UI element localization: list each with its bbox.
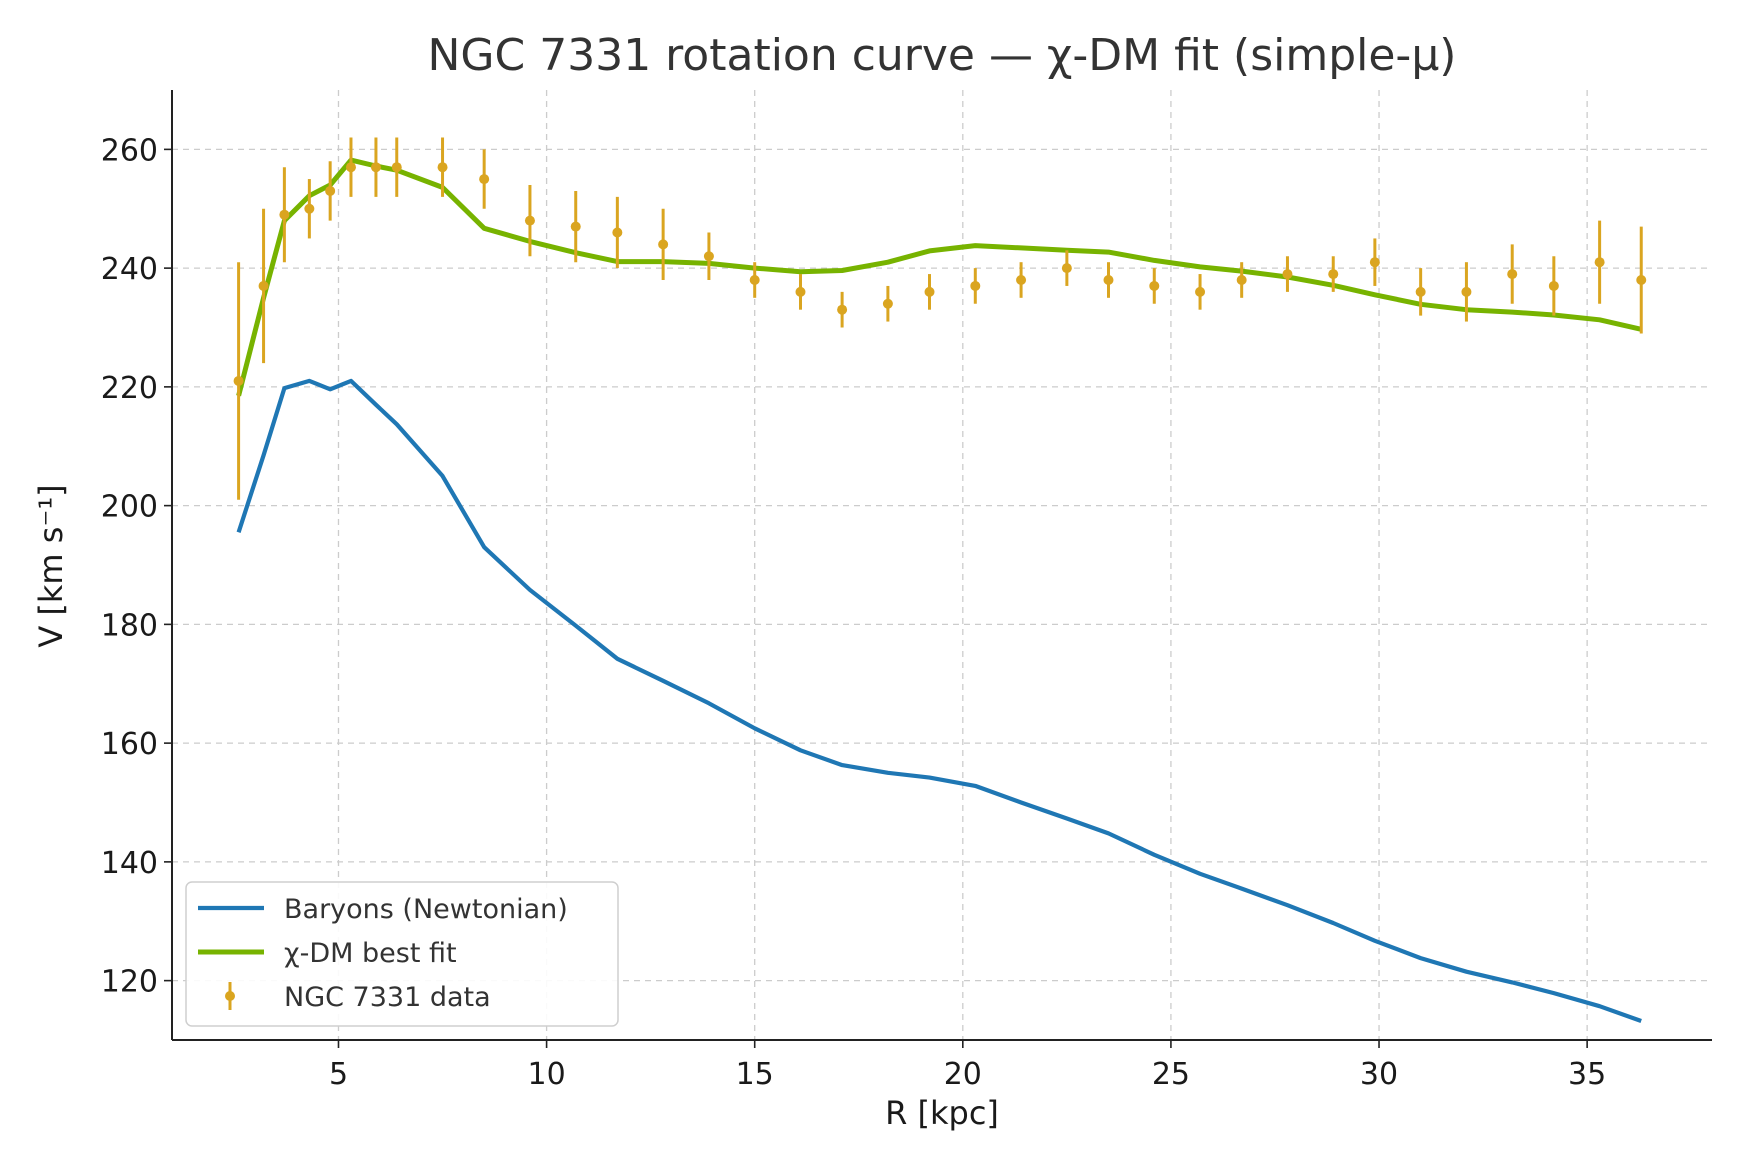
x-tick-label: 10 bbox=[528, 1057, 566, 1092]
data-point bbox=[837, 304, 848, 315]
data-point bbox=[233, 375, 244, 386]
y-tick-label: 160 bbox=[101, 727, 158, 762]
x-tick-label: 20 bbox=[944, 1057, 982, 1092]
data-point bbox=[479, 174, 490, 185]
series-layer bbox=[233, 137, 1647, 1023]
data-point bbox=[924, 286, 935, 297]
data-point bbox=[370, 162, 381, 173]
legend-box bbox=[185, 881, 619, 1027]
data-point bbox=[1236, 275, 1247, 285]
data-point bbox=[524, 215, 535, 226]
data-point bbox=[1507, 269, 1518, 280]
legend: Baryons (Newtonian) χ-DM best fit NGC 7331… bbox=[185, 881, 619, 1027]
legend-label: Baryons (Newtonian) bbox=[284, 894, 568, 925]
data-point bbox=[258, 280, 269, 291]
data-point bbox=[749, 275, 760, 285]
y-tick-label: 240 bbox=[101, 252, 158, 287]
data-point bbox=[437, 162, 448, 173]
data-point bbox=[1016, 275, 1027, 285]
y-tick-label: 200 bbox=[101, 490, 158, 525]
data-point bbox=[1369, 257, 1380, 268]
data-point bbox=[1415, 286, 1426, 297]
x-axis-label: R [kpc] bbox=[885, 1094, 999, 1132]
data-point bbox=[703, 251, 714, 262]
series-line-0 bbox=[236, 378, 1642, 1023]
data-point bbox=[391, 162, 402, 173]
data-point bbox=[1548, 280, 1559, 291]
x-tick-label: 5 bbox=[329, 1057, 348, 1092]
data-point bbox=[325, 185, 336, 196]
legend-label: χ-DM best fit bbox=[284, 938, 457, 969]
data-point bbox=[1594, 257, 1605, 268]
data-point bbox=[279, 209, 290, 220]
data-point bbox=[304, 203, 315, 214]
y-tick-label: 180 bbox=[101, 608, 158, 643]
y-tick-label: 220 bbox=[101, 371, 158, 406]
x-tick-label: 30 bbox=[1360, 1057, 1398, 1092]
data-point bbox=[1149, 280, 1160, 291]
tick-labels: 5 10 15 20 25 30 35 120 140 160 180 200 220 240 260 bbox=[101, 133, 1606, 1092]
data-point bbox=[612, 227, 623, 238]
data-point bbox=[1328, 269, 1339, 280]
data-point bbox=[1282, 269, 1293, 280]
x-tick-label: 15 bbox=[736, 1057, 774, 1092]
data-point bbox=[1195, 286, 1206, 297]
legend-label: NGC 7331 data bbox=[284, 982, 491, 1013]
y-tick-label: 260 bbox=[101, 133, 158, 168]
data-point bbox=[345, 162, 356, 173]
axes bbox=[164, 90, 1712, 1048]
y-tick-label: 120 bbox=[101, 965, 158, 1000]
legend-swatch-marker bbox=[225, 991, 235, 1001]
data-point bbox=[1461, 286, 1472, 297]
data-point bbox=[570, 221, 581, 232]
data-point bbox=[970, 280, 981, 291]
x-tick-label: 25 bbox=[1152, 1057, 1190, 1092]
data-point bbox=[795, 286, 806, 297]
data-point bbox=[882, 298, 893, 309]
data-point bbox=[658, 239, 669, 250]
y-axis-label: V [km s⁻¹] bbox=[32, 484, 70, 647]
data-point bbox=[1103, 275, 1114, 285]
data-point bbox=[1636, 275, 1647, 285]
chart-title: NGC 7331 rotation curve — χ-DM fit (simp… bbox=[428, 30, 1457, 81]
y-tick-label: 140 bbox=[101, 846, 158, 881]
data-point bbox=[1061, 263, 1072, 274]
x-tick-label: 35 bbox=[1568, 1057, 1606, 1092]
